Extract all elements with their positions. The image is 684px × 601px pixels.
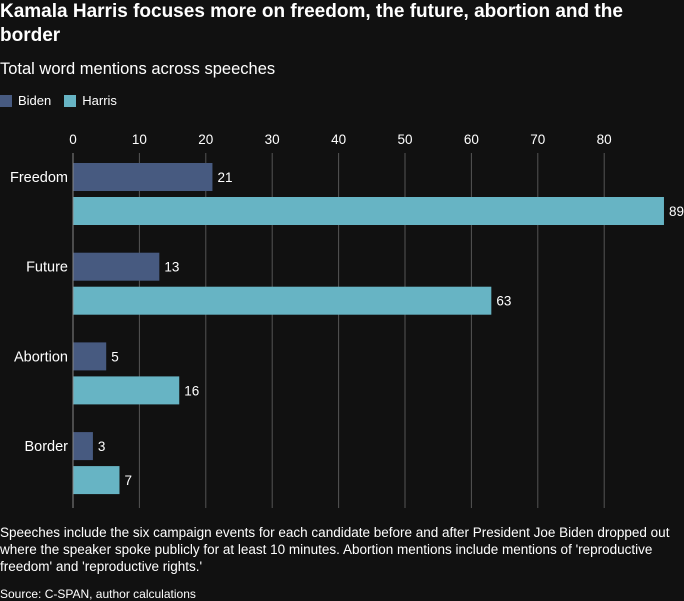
- legend-swatch-biden: [0, 94, 12, 107]
- x-tick-label: 40: [331, 132, 346, 147]
- data-label: 89: [669, 204, 684, 219]
- data-label: 16: [184, 383, 199, 398]
- category-label: Abortion: [14, 349, 68, 365]
- category-label: Freedom: [10, 170, 68, 186]
- bar: [73, 252, 160, 281]
- bar: [73, 163, 213, 191]
- data-label: 3: [98, 439, 106, 454]
- legend-item-harris: Harris: [64, 93, 117, 108]
- x-tick-label: 60: [464, 132, 479, 147]
- bar: [73, 342, 107, 371]
- category-label: Future: [26, 260, 68, 276]
- data-label: 21: [217, 170, 232, 185]
- bar: [73, 286, 492, 315]
- data-label: 63: [496, 294, 511, 309]
- x-tick-label: 0: [69, 132, 77, 147]
- chart-source: Source: C-SPAN, author calculations: [0, 587, 196, 601]
- chart-title: Kamala Harris focuses more on freedom, t…: [0, 1, 623, 46]
- legend: Biden Harris: [0, 93, 130, 108]
- bar: [73, 466, 120, 495]
- legend-swatch-harris: [64, 94, 77, 107]
- legend-label-biden: Biden: [18, 93, 52, 108]
- data-label: 13: [164, 260, 179, 275]
- legend-item-biden: Biden: [0, 93, 51, 108]
- x-tick-label: 50: [397, 132, 412, 147]
- x-tick-label: 30: [265, 132, 280, 147]
- x-tick-label: 10: [132, 132, 147, 147]
- data-label: 7: [124, 473, 132, 488]
- chart-subtitle: Total word mentions across speeches: [0, 60, 276, 78]
- x-tick-label: 70: [530, 132, 545, 147]
- legend-label-harris: Harris: [82, 93, 117, 108]
- bar: [73, 376, 180, 405]
- x-tick-label: 80: [597, 132, 612, 147]
- data-label: 5: [111, 349, 119, 364]
- chart-note: Speeches include the six campaign events…: [0, 525, 670, 574]
- x-tick-label: 20: [198, 132, 213, 147]
- category-label: Border: [24, 439, 68, 455]
- bar: [73, 197, 664, 225]
- bar: [73, 432, 93, 461]
